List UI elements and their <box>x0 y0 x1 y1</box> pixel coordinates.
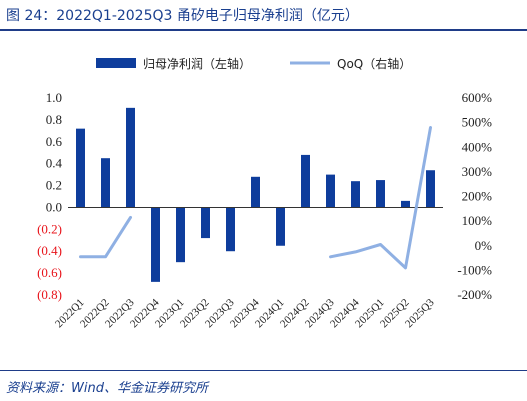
left-tick-label: 0.6 <box>46 134 63 149</box>
chart-title: 图 24：2022Q1-2025Q3 甬矽电子归母净利润（亿元） <box>6 8 359 24</box>
bar-profit <box>151 207 160 282</box>
bar-profit <box>376 180 385 208</box>
left-tick-label: 0.4 <box>46 156 63 171</box>
right-tick-label: 300% <box>462 164 493 179</box>
legend-swatch-profit <box>96 58 136 68</box>
left-tick-label: (0.4) <box>37 243 62 258</box>
bar-profit <box>401 200 410 208</box>
bar-profit <box>251 176 260 208</box>
left-tick-label: 0.8 <box>46 112 62 127</box>
bar-profit <box>201 207 210 239</box>
bar-profit <box>276 207 285 246</box>
x-tick-label: 2025Q3 <box>403 296 437 330</box>
bar-profit <box>176 207 185 263</box>
legend-label-qoq: QoQ（右轴） <box>337 56 411 71</box>
right-tick-label: -200% <box>457 287 492 302</box>
right-tick-label: 400% <box>462 139 493 154</box>
left-tick-label: (0.2) <box>37 221 62 236</box>
bar-profit <box>76 128 85 208</box>
right-tick-label: 500% <box>462 115 493 130</box>
bar-profit <box>301 154 310 208</box>
bar-profit <box>226 207 235 252</box>
line-qoq <box>79 215 132 259</box>
right-tick-label: -100% <box>457 262 492 277</box>
top-rule <box>0 29 527 31</box>
right-tick-label: 200% <box>462 189 493 204</box>
left-tick-label: (0.6) <box>37 265 62 280</box>
bar-profit <box>101 158 110 208</box>
bottom-rule <box>0 370 527 371</box>
right-tick-label: 600% <box>462 90 493 105</box>
left-tick-label: 0.2 <box>46 178 62 193</box>
bar-profit <box>126 107 135 208</box>
source-note: 资料来源：Wind、华金证券研究所 <box>6 381 208 396</box>
bar-profit <box>326 174 335 208</box>
bar-profit <box>426 170 435 208</box>
left-tick-label: 0.0 <box>46 199 62 214</box>
chart: 归母净利润（左轴） QoQ（右轴） 1.0 0.8 0.6 0.4 0.2 0.0 (0.2) (… <box>37 56 493 330</box>
left-tick-label: 1.0 <box>46 90 62 105</box>
left-tick-label: (0.8) <box>37 287 62 302</box>
right-tick-label: 100% <box>462 213 493 228</box>
line-qoq <box>329 126 432 270</box>
legend-label-profit: 归母净利润（左轴） <box>143 56 251 71</box>
right-tick-label: 0% <box>475 238 493 253</box>
bar-profit <box>351 181 360 208</box>
